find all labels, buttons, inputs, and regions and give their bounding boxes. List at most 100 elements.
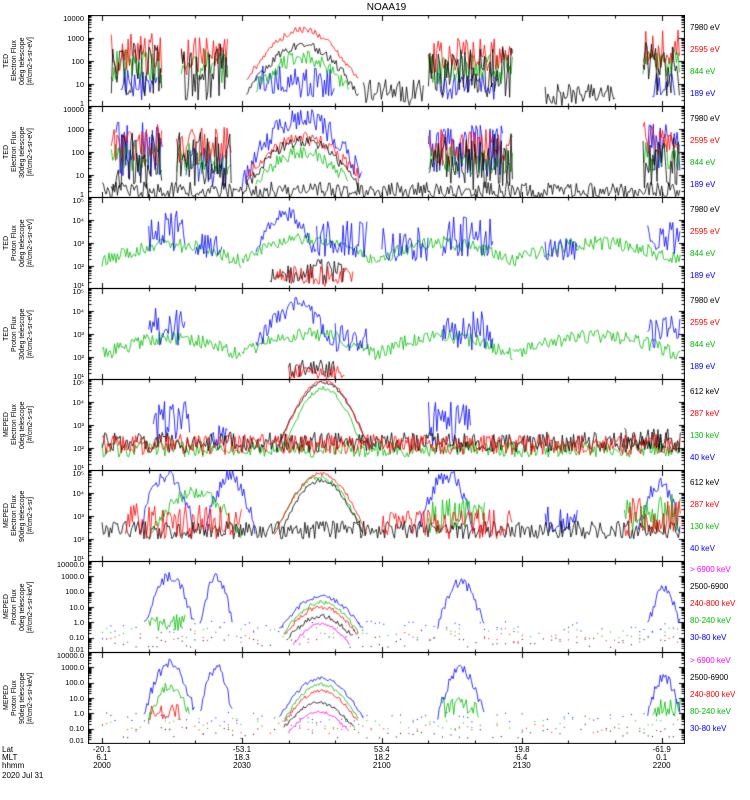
meped-proton-0deg-channel-label: 80-240 keV bbox=[690, 616, 731, 625]
meped-proton-90deg-channel-label: 2500-6900 bbox=[690, 673, 729, 682]
meped-proton-90deg-channel-label: 30-80 keV bbox=[690, 724, 727, 733]
meped-electron-0deg-channel-label: 130 keV bbox=[690, 431, 720, 440]
meped-electron-90deg-plot-area bbox=[88, 470, 685, 562]
ted-proton-0deg-ytick: 10⁵ bbox=[72, 196, 84, 205]
ted-electron-0deg-channel-label: 2595 eV bbox=[690, 45, 720, 54]
plot-date: 2020 Jul 31 bbox=[2, 771, 44, 780]
meped-proton-90deg-channel-label: 240-800 keV bbox=[690, 690, 736, 699]
ted-electron-0deg-axis-label: TED Electron Flux 0deg telescope [#/cm2-… bbox=[3, 37, 34, 85]
xtick-mlt-1: 18.3 bbox=[234, 753, 250, 762]
meped-proton-90deg-ytick: 10000.0 bbox=[56, 651, 84, 660]
meped-electron-90deg-ytick: 10³ bbox=[73, 511, 84, 521]
xtick-lat-2: 53.4 bbox=[374, 745, 390, 754]
ted-electron-0deg-ytick: 10000 bbox=[63, 14, 84, 23]
ted-electron-30deg-channel-label: 189 eV bbox=[690, 180, 716, 189]
ted-proton-30deg-ytick: 10³ bbox=[73, 329, 84, 339]
ted-electron-30deg-ytick: 1 bbox=[79, 190, 84, 199]
ted-electron-30deg-ytick: 10000 bbox=[63, 105, 84, 114]
meped-proton-0deg-ytick: 10000.0 bbox=[56, 560, 84, 569]
meped-proton-0deg-ytick: 1000.0 bbox=[61, 571, 84, 581]
ted-electron-0deg-channel-label: 7980 eV bbox=[690, 23, 720, 32]
meped-electron-90deg-channel-label: 40 keV bbox=[690, 544, 715, 553]
meped-electron-0deg-channel-label: 612 keV bbox=[690, 387, 720, 396]
meped-electron-0deg-ytick: 10⁴ bbox=[72, 397, 84, 407]
ted-proton-30deg-channel-label: 844 eV bbox=[690, 340, 716, 349]
meped-proton-0deg-axis-label: MEPED Proton Flux 0deg telescope [#/cm2-… bbox=[3, 581, 34, 633]
axis-row-label-mlt: MLT bbox=[2, 753, 18, 762]
ted-electron-30deg-channel-label: 2595 eV bbox=[690, 136, 720, 145]
meped-electron-0deg-ytick: 10¹ bbox=[73, 463, 84, 472]
ted-electron-0deg-ytick: 100 bbox=[71, 56, 84, 66]
xtick-lat-0: -20.1 bbox=[92, 745, 112, 754]
ted-proton-0deg-ytick: 10¹ bbox=[73, 281, 84, 290]
meped-electron-0deg-ytick: 10³ bbox=[73, 420, 84, 430]
ted-electron-30deg-ytick: 10 bbox=[75, 170, 84, 180]
ted-proton-30deg-ytick: 10⁵ bbox=[72, 287, 84, 296]
ted-proton-0deg-ytick: 10² bbox=[73, 261, 84, 271]
ted-electron-30deg-ytick: 1000 bbox=[67, 124, 84, 134]
meped-electron-0deg-axis-label: MEPED Electron Flux 0deg telescope [#/cm… bbox=[3, 401, 34, 449]
plot-title: NOAA19 bbox=[366, 2, 407, 13]
ted-proton-30deg-channel-label: 2595 eV bbox=[690, 318, 720, 327]
meped-electron-90deg-ytick: 10⁴ bbox=[72, 488, 84, 498]
meped-electron-0deg-channel-label: 287 keV bbox=[690, 409, 720, 418]
ted-proton-0deg-channel-label: 844 eV bbox=[690, 249, 716, 258]
meped-proton-0deg-ytick: 100.0 bbox=[65, 587, 84, 597]
ted-proton-0deg-channel-label: 2595 eV bbox=[690, 227, 720, 236]
meped-proton-0deg-channel-label: 240-800 keV bbox=[690, 599, 736, 608]
ted-proton-30deg-ytick: 10⁴ bbox=[72, 306, 84, 316]
ted-electron-0deg-channel-label: 844 eV bbox=[690, 67, 716, 76]
ted-electron-0deg-ytick: 10 bbox=[75, 79, 84, 89]
axis-row-label-lat: Lat bbox=[2, 745, 14, 754]
meped-proton-90deg-ytick: 100.0 bbox=[65, 678, 84, 688]
ted-proton-0deg-ytick: 10⁴ bbox=[72, 215, 84, 225]
ted-proton-0deg-ytick: 10³ bbox=[73, 238, 84, 248]
meped-electron-0deg-channel-label: 40 keV bbox=[690, 453, 715, 462]
meped-proton-0deg-channel-label: 30-80 keV bbox=[690, 633, 727, 642]
xtick-mlt-2: 18.2 bbox=[374, 753, 390, 762]
meped-proton-90deg-ytick: 1.0 bbox=[73, 708, 84, 718]
ted-electron-30deg-ytick: 100 bbox=[71, 147, 84, 157]
xtick-hhmm-1: 2030 bbox=[233, 761, 251, 770]
axis-row-label-hhmm: hhmm bbox=[2, 761, 25, 770]
meped-electron-0deg-ytick: 10⁵ bbox=[72, 378, 84, 387]
meped-proton-90deg-channel-label: 80-240 keV bbox=[690, 707, 731, 716]
meped-proton-0deg-channel-label: > 6900 keV bbox=[690, 565, 731, 574]
ted-electron-30deg-axis-label: TED Electron Flux 30deg telescope [#/cm2… bbox=[3, 126, 34, 178]
ted-electron-0deg-channel-label: 189 eV bbox=[690, 89, 716, 98]
ted-electron-0deg-ytick: 1 bbox=[79, 99, 84, 108]
ted-proton-30deg-ytick: 10² bbox=[73, 352, 84, 362]
meped-proton-0deg-ytick: 0.01 bbox=[69, 645, 84, 654]
ted-proton-0deg-axis-label: TED Proton Flux 0deg telescope [#/cm2-s-… bbox=[3, 219, 34, 267]
meped-proton-90deg-axis-label: MEPED Proton Flux 90deg telescope [#/cm2… bbox=[3, 672, 34, 724]
ted-electron-30deg-channel-label: 7980 eV bbox=[690, 114, 720, 123]
meped-electron-90deg-axis-label: MEPED Electron Flux 90deg telescope [#/c… bbox=[3, 490, 34, 542]
meped-proton-90deg-ytick: 0.10 bbox=[69, 724, 84, 734]
xtick-mlt-4: 0.1 bbox=[656, 753, 668, 762]
xtick-hhmm-4: 2200 bbox=[652, 761, 671, 770]
ted-proton-0deg-plot-area bbox=[88, 197, 685, 289]
meped-proton-0deg-channel-label: 2500-6900 bbox=[690, 582, 729, 591]
ted-proton-30deg-ytick: 10¹ bbox=[73, 372, 84, 381]
meped-proton-0deg-ytick: 1.0 bbox=[73, 617, 84, 627]
meped-proton-90deg-channel-label: > 6900 keV bbox=[690, 656, 731, 665]
meped-electron-90deg-channel-label: 130 keV bbox=[690, 522, 720, 531]
meped-proton-90deg-ytick: 10.0 bbox=[69, 693, 84, 703]
xtick-mlt-3: 6.4 bbox=[516, 753, 528, 762]
ted-proton-30deg-plot-area bbox=[88, 288, 685, 380]
ted-proton-0deg-channel-label: 189 eV bbox=[690, 271, 716, 280]
ted-electron-0deg-ytick: 1000 bbox=[67, 33, 84, 43]
meped-electron-90deg-channel-label: 612 keV bbox=[690, 478, 720, 487]
meped-proton-90deg-plot-area bbox=[88, 652, 685, 744]
xtick-hhmm-0: 2000 bbox=[93, 761, 111, 770]
meped-electron-0deg-ytick: 10² bbox=[73, 443, 84, 453]
meped-electron-0deg-plot-area bbox=[88, 379, 685, 471]
ted-electron-0deg-plot-area bbox=[88, 15, 685, 107]
meped-electron-90deg-channel-label: 287 keV bbox=[690, 500, 720, 509]
ted-proton-30deg-axis-label: TED Proton Flux 30deg telescope [#/cm2-s… bbox=[3, 308, 34, 360]
xtick-lat-4: -61.9 bbox=[652, 745, 671, 754]
ted-electron-30deg-plot-area bbox=[88, 106, 685, 198]
meped-proton-0deg-ytick: 10.0 bbox=[69, 602, 84, 612]
xtick-hhmm-3: 2130 bbox=[512, 761, 531, 770]
meped-proton-0deg-plot-area bbox=[88, 561, 685, 653]
